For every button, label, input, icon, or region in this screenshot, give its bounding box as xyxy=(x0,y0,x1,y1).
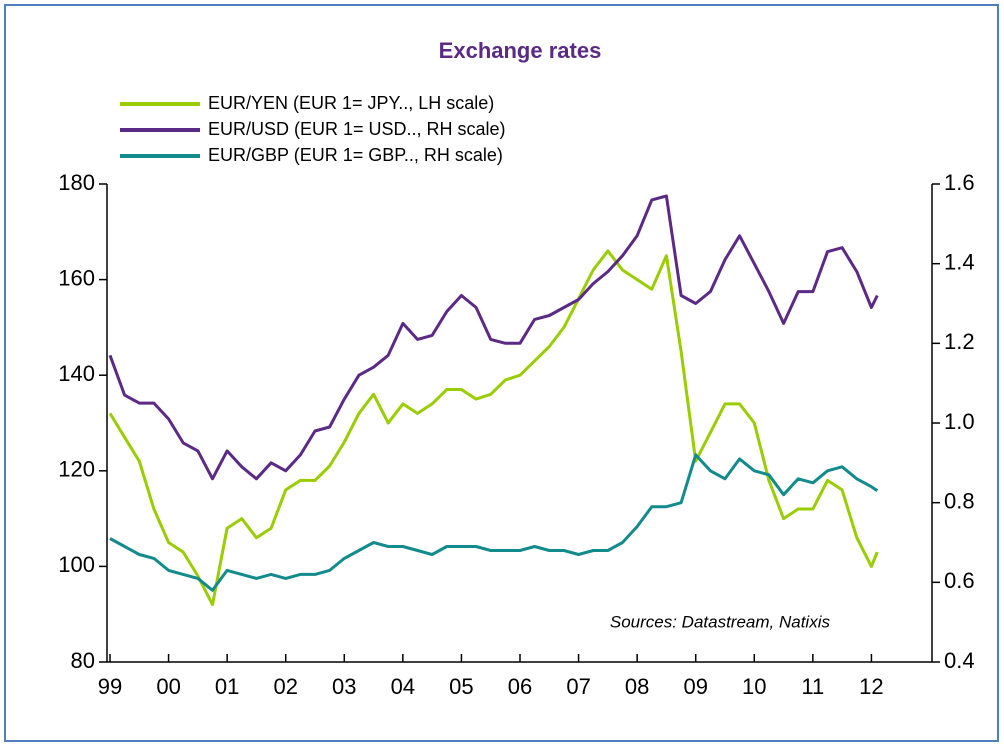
source-note: Sources: Datastream, Natixis xyxy=(610,612,831,631)
y-tick-label: 160 xyxy=(58,265,95,290)
x-tick-label: 04 xyxy=(391,674,415,699)
legend-label: EUR/USD (EUR 1= USD.., RH scale) xyxy=(208,119,506,139)
x-tick-label: 09 xyxy=(683,674,707,699)
x-tick-label: 08 xyxy=(625,674,649,699)
x-tick-label: 11 xyxy=(801,674,824,699)
y-tick-label: 120 xyxy=(58,457,95,482)
y2-tick-label: 0.4 xyxy=(944,648,975,673)
y2-tick-label: 1.2 xyxy=(944,329,975,354)
x-tick-label: 06 xyxy=(508,674,532,699)
y-tick-label: 140 xyxy=(58,361,95,386)
x-tick-label: 03 xyxy=(332,674,356,699)
y-tick-label: 180 xyxy=(58,170,95,195)
x-tick-label: 00 xyxy=(156,674,180,699)
y2-tick-label: 0.6 xyxy=(944,568,975,593)
x-tick-label: 02 xyxy=(273,674,297,699)
y2-tick-label: 1.0 xyxy=(944,409,975,434)
series-line xyxy=(108,194,879,481)
x-tick-label: 12 xyxy=(859,674,883,699)
x-tick-label: 10 xyxy=(742,674,766,699)
legend-label: EUR/GBP (EUR 1= GBP.., RH scale) xyxy=(208,145,503,165)
y2-tick-label: 1.4 xyxy=(944,249,975,274)
x-tick-label: 05 xyxy=(449,674,473,699)
legend-label: EUR/YEN (EUR 1= JPY.., LH scale) xyxy=(208,93,494,113)
y2-tick-label: 0.8 xyxy=(944,488,975,513)
series-line xyxy=(109,453,879,592)
chart-title: Exchange rates xyxy=(439,38,602,63)
y2-tick-label: 1.6 xyxy=(944,170,975,195)
y-tick-label: 100 xyxy=(58,552,95,577)
chart-border xyxy=(4,4,999,742)
y-tick-label: 80 xyxy=(71,648,95,673)
x-tick-label: 99 xyxy=(98,674,122,699)
x-tick-label: 01 xyxy=(215,674,239,699)
x-tick-label: 07 xyxy=(566,674,590,699)
series-line xyxy=(108,249,879,607)
